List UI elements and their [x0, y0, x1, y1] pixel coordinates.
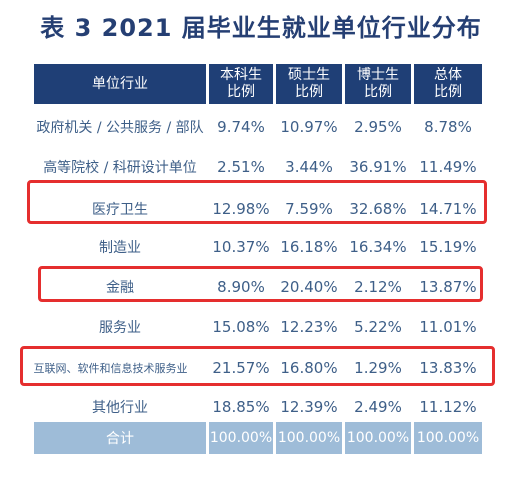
header-phd: 博士生 比例 — [345, 64, 411, 104]
row-industry: 互联网、软件和信息技术服务业 — [33, 361, 188, 375]
row-master: 12.23% — [280, 317, 338, 336]
header-master-line2: 比例 — [295, 84, 323, 100]
row-undergrad: 9.74% — [217, 117, 265, 136]
row-phd: 1.29% — [354, 358, 402, 377]
row-overall: 11.49% — [419, 157, 477, 176]
row-phd: 2.12% — [354, 277, 402, 296]
row-undergrad: 10.37% — [212, 237, 270, 256]
total-label: 合计 — [34, 422, 206, 454]
table-row: 互联网、软件和信息技术服务业 21.57% 16.80% 1.29% 13.83… — [0, 345, 522, 390]
row-master: 16.80% — [280, 358, 338, 377]
industry-distribution-table: 单位行业 本科生 比例 硕士生 比例 博士生 比例 总体 比例 政府机关 / 公… — [0, 64, 522, 478]
row-master: 10.97% — [280, 117, 338, 136]
row-phd: 32.68% — [349, 199, 407, 218]
table-row: 金融 8.90% 20.40% 2.12% 13.87% — [0, 264, 522, 309]
header-master: 硕士生 比例 — [276, 64, 342, 104]
row-overall: 14.71% — [419, 199, 477, 218]
total-master: 100.00% — [276, 422, 342, 454]
row-overall: 11.01% — [419, 317, 477, 336]
row-industry: 高等院校 / 科研设计单位 — [43, 159, 197, 176]
row-master: 16.18% — [280, 237, 338, 256]
row-master: 7.59% — [285, 199, 333, 218]
row-industry: 政府机关 / 公共服务 / 部队 — [36, 119, 204, 136]
table-row: 制造业 10.37% 16.18% 16.34% 15.19% — [0, 224, 522, 269]
total-phd: 100.00% — [345, 422, 411, 454]
row-overall: 15.19% — [419, 237, 477, 256]
row-phd: 2.49% — [354, 397, 402, 416]
table-row: 服务业 15.08% 12.23% 5.22% 11.01% — [0, 304, 522, 349]
row-undergrad: 12.98% — [212, 199, 270, 218]
row-master: 12.39% — [280, 397, 338, 416]
row-undergrad: 8.90% — [217, 277, 265, 296]
total-undergrad: 100.00% — [209, 422, 273, 454]
table-title: 表 3 2021 届毕业生就业单位行业分布 — [40, 14, 482, 42]
header-industry-label: 单位行业 — [92, 75, 148, 92]
total-row: 合计 100.00% 100.00% 100.00% 100.00% — [0, 422, 522, 454]
row-overall: 13.87% — [419, 277, 477, 296]
header-overall-line2: 比例 — [434, 84, 462, 100]
table-row: 高等院校 / 科研设计单位 2.51% 3.44% 36.91% 11.49% — [0, 144, 522, 189]
row-undergrad: 2.51% — [217, 157, 265, 176]
row-phd: 2.95% — [354, 117, 402, 136]
row-master: 20.40% — [280, 277, 338, 296]
header-overall-line1: 总体 — [434, 67, 462, 83]
row-overall: 11.12% — [419, 397, 477, 416]
row-phd: 36.91% — [349, 157, 407, 176]
row-undergrad: 21.57% — [212, 358, 270, 377]
header-overall: 总体 比例 — [414, 64, 482, 104]
table-row: 医疗卫生 12.98% 7.59% 32.68% 14.71% — [0, 186, 522, 231]
header-phd-line1: 博士生 — [357, 67, 399, 83]
row-undergrad: 15.08% — [212, 317, 270, 336]
row-industry: 医疗卫生 — [92, 201, 148, 218]
header-undergrad-line2: 比例 — [227, 84, 255, 100]
total-overall: 100.00% — [414, 422, 482, 454]
row-industry: 其他行业 — [92, 399, 148, 416]
row-industry: 服务业 — [99, 319, 141, 336]
row-overall: 13.83% — [419, 358, 477, 377]
header-industry: 单位行业 — [34, 64, 206, 104]
table-row: 其他行业 18.85% 12.39% 2.49% 11.12% — [0, 384, 522, 429]
row-industry: 金融 — [106, 279, 134, 296]
header-undergrad-line1: 本科生 — [220, 67, 262, 83]
row-industry: 制造业 — [99, 239, 141, 256]
row-undergrad: 18.85% — [212, 397, 270, 416]
header-master-line1: 硕士生 — [288, 67, 330, 83]
header-phd-line2: 比例 — [364, 84, 392, 100]
row-overall: 8.78% — [424, 117, 472, 136]
row-master: 3.44% — [285, 157, 333, 176]
row-phd: 5.22% — [354, 317, 402, 336]
row-phd: 16.34% — [349, 237, 407, 256]
header-undergrad: 本科生 比例 — [209, 64, 273, 104]
table-row: 政府机关 / 公共服务 / 部队 9.74% 10.97% 2.95% 8.78… — [0, 104, 522, 149]
